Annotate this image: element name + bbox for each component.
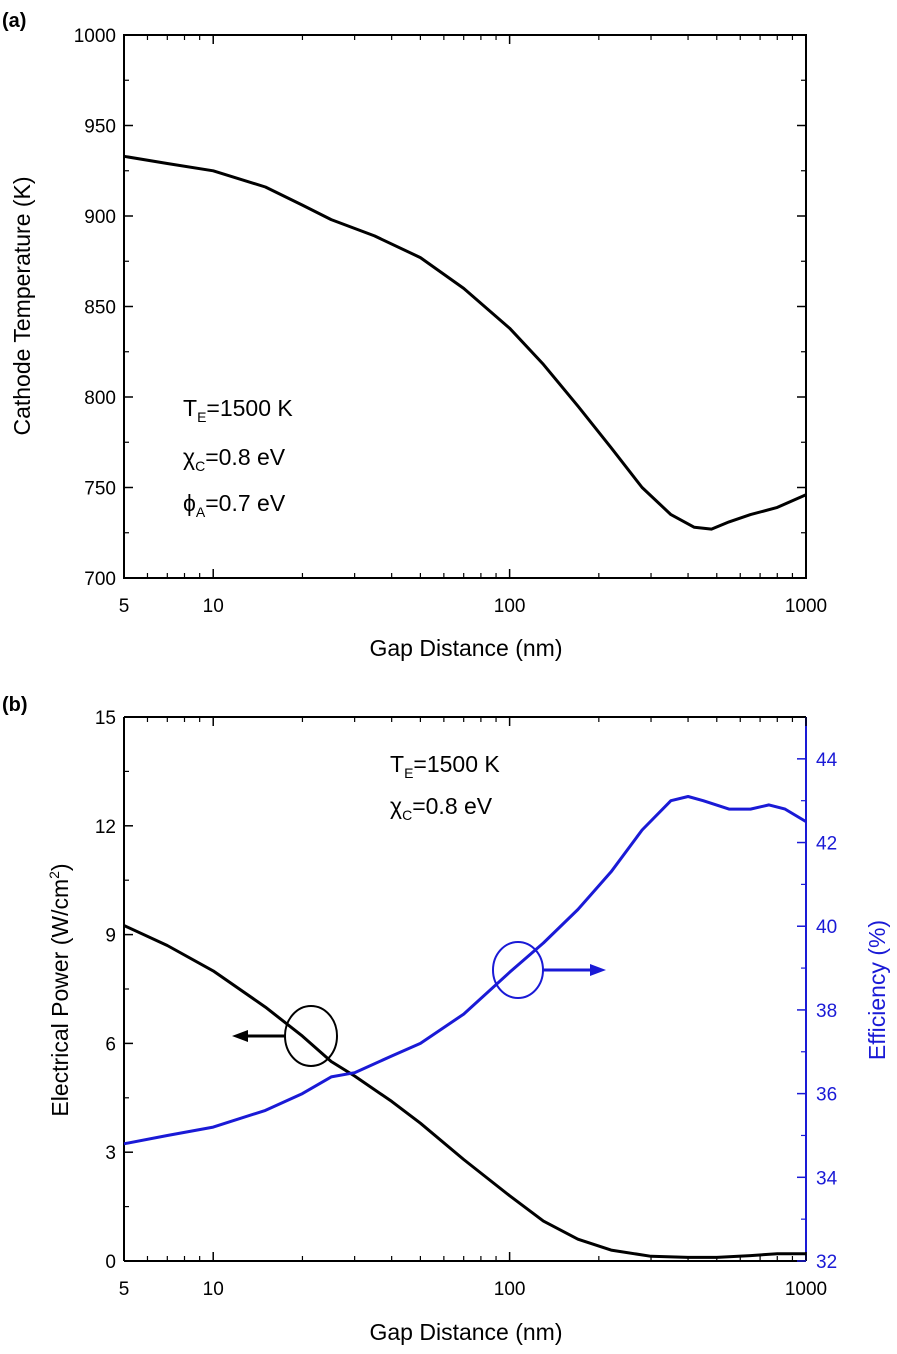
y-tick-label: 9	[105, 926, 116, 947]
y-tick-label: 850	[84, 298, 116, 319]
y-tick-label: 15	[95, 708, 116, 729]
efficiency-line	[123, 795, 807, 1146]
panel-b-y-tick-labels: 0 3 6 9 12 15	[95, 708, 116, 1273]
x-tick-label: 1000	[785, 1279, 827, 1300]
panel-b-label: (b)	[2, 694, 28, 716]
x-tick-label: 5	[119, 1279, 130, 1300]
panel-b-y-axis-title: Electrical Power (W/cm2)	[46, 863, 73, 1116]
x-tick-label: 100	[494, 596, 526, 617]
power-arrow-head	[232, 1030, 248, 1042]
panel-a-x-axis-title: Gap Distance (nm)	[369, 635, 562, 661]
y-tick-label: 700	[84, 569, 116, 590]
y-tick-label: 0	[105, 1252, 116, 1273]
efficiency-series-circle	[492, 941, 544, 999]
annot-a-te: TE=1500 K	[183, 395, 293, 425]
panel-a-x-ticks	[123, 35, 807, 578]
panel-b-x-tick-labels: 5 10 100 1000	[119, 1279, 827, 1300]
panel-a-label: (a)	[2, 10, 26, 32]
power-series-circle	[284, 1005, 338, 1067]
x-tick-label: 5	[119, 596, 130, 617]
panel-b-y2-ticks	[797, 758, 806, 1262]
y2-tick-label: 38	[816, 1001, 837, 1022]
panel-b-x-ticks	[123, 717, 807, 1261]
annot-a-chi: χC=0.8 eV	[183, 444, 286, 474]
panel-a-x-tick-labels: 5 10 100 1000	[119, 596, 827, 617]
annot-a-phi: ϕA=0.7 eV	[183, 490, 286, 520]
panel-b-y2-tick-labels: 32 34 36 38 40 42 44	[816, 750, 838, 1273]
y2-tick-label: 44	[816, 750, 838, 771]
efficiency-arrow-head	[590, 964, 606, 976]
y-tick-label: 900	[84, 207, 116, 228]
y-tick-label: 1000	[74, 26, 116, 47]
y2-tick-label: 34	[816, 1168, 838, 1189]
y2-tick-label: 42	[816, 834, 837, 855]
y2-tick-label: 36	[816, 1085, 837, 1106]
panel-a-y-ticks	[124, 34, 806, 579]
temperature-line	[123, 154, 807, 531]
y-tick-label: 6	[105, 1034, 116, 1055]
y2-tick-label: 40	[816, 917, 837, 938]
y2-tick-label: 32	[816, 1252, 837, 1273]
y-tick-label: 800	[84, 388, 116, 409]
panel-a-y-axis-title: Cathode Temperature (K)	[9, 176, 35, 435]
power-line	[123, 924, 806, 1259]
panel-a-y-tick-labels: 700 750 800 850 900 950 1000	[74, 26, 116, 590]
y-tick-label: 12	[95, 817, 116, 838]
y-tick-label: 950	[84, 117, 116, 138]
x-tick-label: 1000	[785, 596, 827, 617]
panel-b-y2-axis-title: Efficiency (%)	[864, 920, 890, 1060]
x-tick-label: 10	[203, 1279, 224, 1300]
annot-b-te: TE=1500 K	[390, 751, 500, 781]
panel-b-y-ticks	[124, 716, 133, 1262]
y-tick-label: 3	[105, 1143, 116, 1164]
panel-a: (a) 5 10 100 1000 700 750 800 850 900 950 1000 Ga…	[2, 10, 827, 661]
panel-b-x-axis-title: Gap Distance (nm)	[369, 1319, 562, 1345]
annot-b-chi: χC=0.8 eV	[390, 793, 493, 823]
y-tick-label: 750	[84, 479, 116, 500]
x-tick-label: 100	[494, 1279, 526, 1300]
x-tick-label: 10	[203, 596, 224, 617]
